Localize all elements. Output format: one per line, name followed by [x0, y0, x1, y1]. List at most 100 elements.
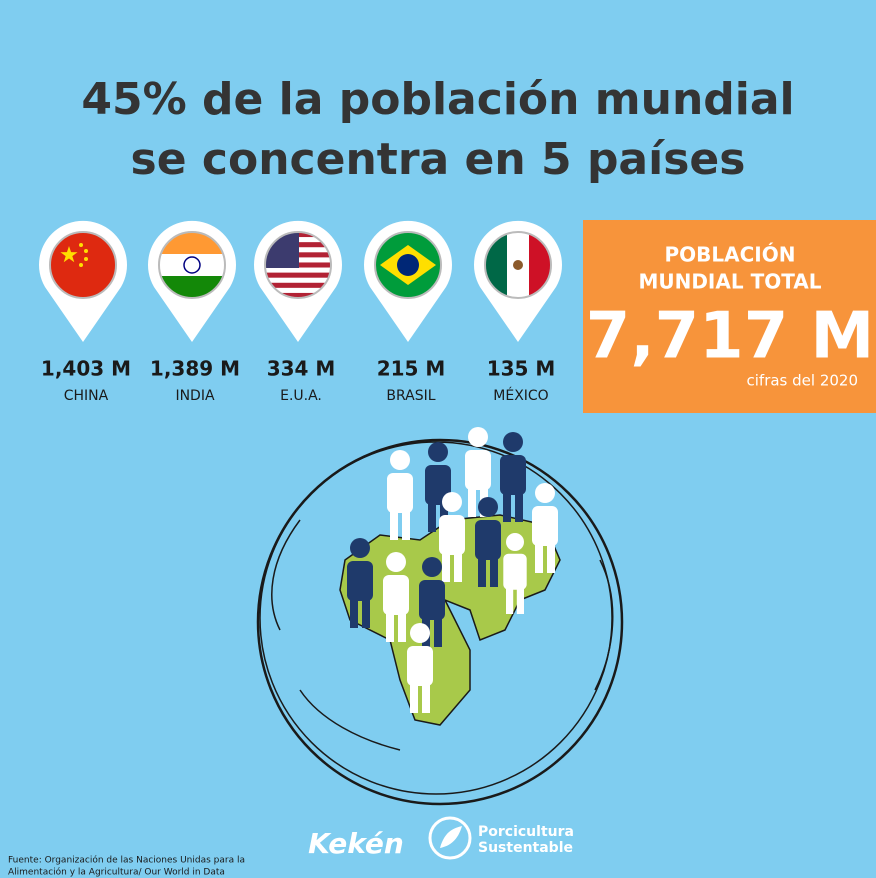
person-leg — [547, 541, 555, 573]
person — [503, 533, 527, 614]
flag-part — [60, 246, 78, 263]
flag-part — [183, 256, 201, 274]
country-pin: 334 M E.U.A. — [254, 220, 343, 404]
total-heading: MUNDIAL TOTAL — [638, 270, 821, 294]
person — [439, 492, 465, 582]
person — [407, 623, 433, 713]
person-leg — [506, 585, 514, 614]
title-line: 45% de la población mundial — [81, 74, 794, 125]
source-note: Alimentación y la Agricultura/ Our World… — [8, 867, 225, 878]
person — [532, 483, 558, 573]
country-name: CHINA — [64, 388, 109, 404]
person-leg — [422, 681, 430, 713]
country-pin: 1,389 M INDIA — [148, 220, 240, 404]
flag-part — [79, 263, 83, 267]
person-body — [387, 473, 413, 513]
total-box — [583, 220, 876, 413]
country-pin: 135 M MÉXICO — [474, 220, 562, 404]
flag-ring — [484, 231, 552, 299]
partner-leaf — [440, 826, 462, 848]
person-head — [468, 427, 488, 447]
person-leg — [515, 490, 523, 522]
person-body — [383, 575, 409, 615]
country-pin: 1,403 M CHINA — [39, 220, 131, 404]
flag-part — [159, 254, 225, 276]
person — [500, 432, 526, 522]
flag-part — [265, 287, 331, 294]
country-name: BRASIL — [386, 388, 435, 404]
country-name: MÉXICO — [493, 387, 548, 404]
person-leg — [428, 500, 436, 532]
flag-ring — [158, 231, 226, 299]
person-body — [503, 553, 527, 590]
flag-ring — [264, 231, 332, 299]
flag-part — [265, 292, 331, 298]
flag-part — [529, 232, 551, 298]
country-name: INDIA — [175, 388, 215, 404]
person-head — [428, 442, 448, 462]
flag — [50, 232, 116, 298]
flag-part — [265, 272, 331, 278]
person-body — [500, 455, 526, 495]
person-head — [535, 483, 555, 503]
partner-text: Sustentable — [478, 840, 573, 856]
country-value: 1,389 M — [150, 357, 240, 381]
person-body — [407, 646, 433, 686]
country-value: 215 M — [377, 357, 446, 381]
person — [387, 450, 413, 540]
person-leg — [454, 550, 462, 582]
partner-text: Porcicultura — [478, 824, 574, 840]
person-leg — [490, 555, 498, 587]
person-leg — [516, 585, 524, 614]
partner-icon — [428, 816, 472, 860]
person-leg — [535, 541, 543, 573]
person-leg — [362, 596, 370, 628]
person — [347, 538, 373, 628]
person — [475, 497, 501, 587]
flag-part — [84, 257, 88, 261]
total-value: 7,717 M — [586, 300, 874, 374]
person-body — [465, 450, 491, 490]
person-leg — [442, 550, 450, 582]
flag-ring — [374, 231, 442, 299]
flag-part — [513, 260, 523, 270]
flag — [375, 232, 441, 298]
flag-part — [84, 249, 88, 253]
person-head — [390, 450, 410, 470]
person-head — [350, 538, 370, 558]
flag — [159, 232, 225, 298]
flag-part — [397, 254, 419, 276]
person-body — [425, 465, 451, 505]
total-note: cifras del 2020 — [747, 372, 859, 390]
person-head — [506, 533, 524, 551]
flag — [265, 232, 331, 298]
person-head — [422, 557, 442, 577]
person-head — [442, 492, 462, 512]
person-leg — [390, 508, 398, 540]
source-note: Fuente: Organización de las Naciones Uni… — [8, 855, 245, 866]
person-leg — [434, 615, 442, 647]
flag-part — [159, 276, 225, 298]
flag-part — [159, 232, 225, 254]
person-leg — [398, 610, 406, 642]
flag-part — [265, 277, 331, 284]
flag — [485, 232, 551, 298]
flag-part — [265, 282, 331, 289]
person — [383, 552, 409, 642]
person-body — [532, 506, 558, 546]
person-head — [386, 552, 406, 572]
person-body — [475, 520, 501, 560]
person-head — [503, 432, 523, 452]
title-line: se concentra en 5 países — [131, 134, 746, 185]
person-leg — [410, 681, 418, 713]
person-head — [478, 497, 498, 517]
flag-part — [485, 232, 507, 298]
person-leg — [468, 485, 476, 517]
country-value: 1,403 M — [41, 357, 131, 381]
person-body — [347, 561, 373, 601]
person-leg — [386, 610, 394, 642]
country-value: 334 M — [267, 357, 336, 381]
brand-logo: Kekén — [308, 827, 404, 860]
country-value: 135 M — [487, 357, 556, 381]
